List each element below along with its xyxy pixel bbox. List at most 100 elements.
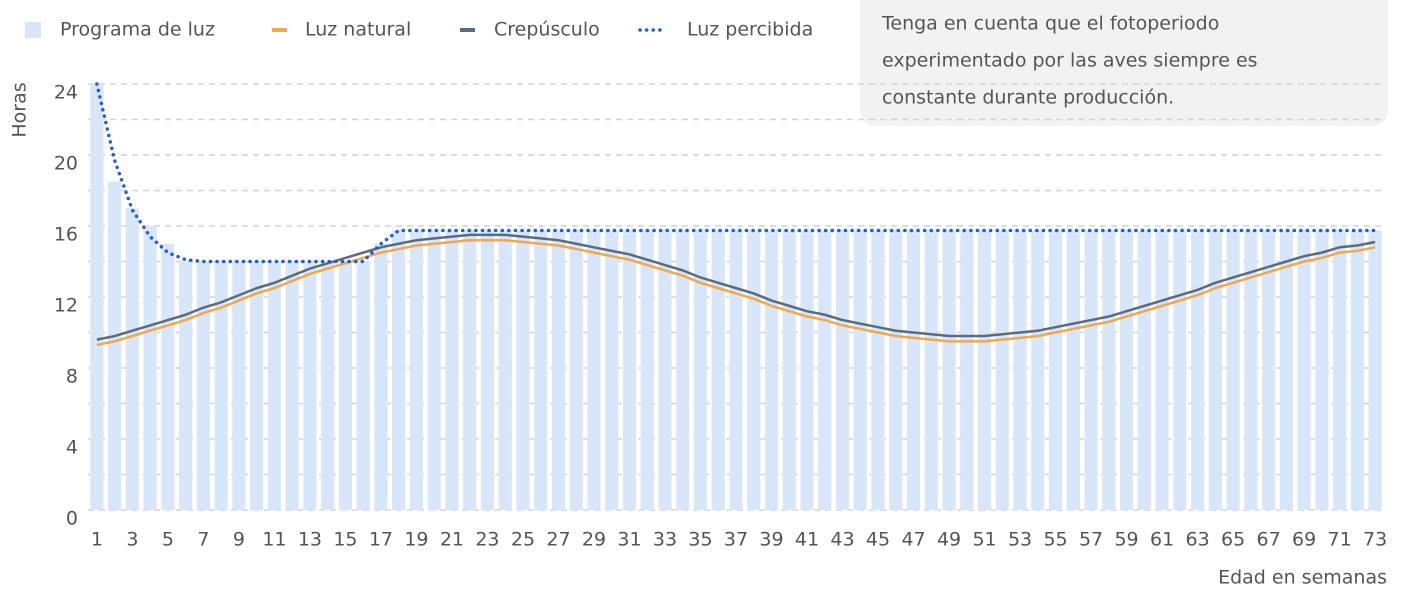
x-tick-label: 39 bbox=[759, 529, 783, 551]
x-tick-label: 23 bbox=[475, 529, 499, 551]
y-tick-label: 8 bbox=[66, 366, 78, 388]
bar bbox=[977, 230, 992, 510]
bar bbox=[1297, 230, 1311, 510]
x-tick-label: 47 bbox=[901, 529, 925, 551]
x-tick-label: 69 bbox=[1292, 529, 1316, 551]
bar bbox=[480, 230, 495, 510]
x-tick-label: 43 bbox=[830, 529, 854, 551]
x-tick-label: 13 bbox=[298, 529, 322, 551]
bar bbox=[1350, 230, 1364, 510]
bar bbox=[516, 230, 530, 510]
bar bbox=[534, 230, 548, 510]
x-tick-label: 35 bbox=[688, 529, 712, 551]
bar bbox=[818, 230, 832, 510]
bar bbox=[1120, 230, 1134, 510]
bar bbox=[605, 230, 619, 510]
x-tick-label: 61 bbox=[1150, 529, 1174, 551]
x-tick-label: 71 bbox=[1328, 529, 1352, 551]
annotation-text: experimentado por las aves siempre es bbox=[882, 50, 1258, 72]
x-tick-label: 17 bbox=[369, 529, 393, 551]
bar bbox=[1333, 230, 1347, 510]
bar bbox=[250, 261, 264, 510]
bar bbox=[1137, 230, 1151, 510]
x-tick-label: 31 bbox=[617, 529, 641, 551]
x-tick-label: 15 bbox=[333, 529, 357, 551]
bar bbox=[90, 84, 104, 510]
bar bbox=[587, 230, 601, 510]
bar bbox=[676, 230, 690, 510]
bar bbox=[1279, 230, 1293, 510]
x-tick-label: 21 bbox=[440, 529, 464, 551]
bar bbox=[321, 261, 335, 510]
bar bbox=[427, 230, 441, 510]
x-tick-label: 57 bbox=[1079, 529, 1103, 551]
bar bbox=[463, 230, 477, 510]
bar bbox=[338, 261, 352, 510]
bar bbox=[267, 261, 281, 510]
bar bbox=[445, 230, 459, 510]
x-tick-label: 27 bbox=[546, 529, 570, 551]
x-tick-label: 45 bbox=[866, 529, 890, 551]
annotation-box bbox=[860, 0, 1388, 126]
bar bbox=[640, 230, 654, 510]
bar bbox=[356, 261, 370, 510]
annotation-text: Tenga en cuenta que el fotoperiodo bbox=[881, 13, 1219, 35]
y-tick-label: 0 bbox=[66, 508, 78, 530]
x-tick-label: 25 bbox=[511, 529, 535, 551]
bar bbox=[232, 261, 246, 510]
y-tick-label: 12 bbox=[54, 295, 78, 317]
bar bbox=[1066, 230, 1080, 510]
bar bbox=[214, 261, 228, 510]
bar bbox=[161, 243, 175, 510]
legend-swatch bbox=[25, 22, 41, 38]
x-axis-title: Edad en semanas bbox=[1218, 567, 1387, 589]
annotation-text: constante durante producción. bbox=[882, 87, 1174, 109]
bar bbox=[622, 230, 637, 510]
line-solid bbox=[96, 238, 1376, 347]
line-solid bbox=[96, 233, 1376, 341]
y-tick-label: 20 bbox=[54, 153, 78, 175]
x-tick-label: 29 bbox=[582, 529, 606, 551]
x-tick-label: 67 bbox=[1257, 529, 1281, 551]
bar bbox=[1315, 230, 1329, 510]
bar bbox=[1244, 230, 1258, 510]
bar bbox=[1084, 230, 1098, 510]
x-tick-label: 59 bbox=[1114, 529, 1138, 551]
y-tick-label: 4 bbox=[66, 437, 78, 459]
x-tick-label: 3 bbox=[126, 529, 138, 551]
bar bbox=[658, 230, 672, 510]
x-tick-label: 37 bbox=[724, 529, 748, 551]
bar bbox=[303, 261, 317, 510]
bar bbox=[1208, 230, 1222, 510]
bar bbox=[1102, 230, 1116, 510]
x-tick-label: 41 bbox=[795, 529, 819, 551]
bar bbox=[1031, 230, 1045, 510]
x-tick-label: 5 bbox=[162, 529, 174, 551]
bar bbox=[906, 230, 921, 510]
bar bbox=[409, 230, 424, 510]
bar bbox=[569, 230, 583, 510]
x-tick-label: 19 bbox=[404, 529, 428, 551]
x-tick-label: 1 bbox=[91, 529, 103, 551]
bar bbox=[853, 230, 867, 510]
x-tick-label: 9 bbox=[233, 529, 245, 551]
x-tick-label: 7 bbox=[197, 529, 209, 551]
y-tick-label: 16 bbox=[54, 224, 78, 246]
bar bbox=[143, 226, 157, 510]
bar bbox=[1262, 230, 1276, 510]
bar bbox=[179, 261, 193, 510]
bar bbox=[835, 230, 850, 510]
legend-label: Luz percibida bbox=[687, 19, 813, 41]
bar bbox=[995, 230, 1009, 510]
bar bbox=[693, 230, 708, 510]
bar bbox=[551, 230, 566, 510]
bar bbox=[374, 243, 388, 510]
legend-label: Luz natural bbox=[305, 19, 411, 41]
bar bbox=[711, 230, 725, 510]
bar bbox=[125, 208, 139, 510]
bar bbox=[1155, 230, 1169, 510]
bar bbox=[960, 230, 974, 510]
bar bbox=[1048, 230, 1063, 510]
x-tick-label: 11 bbox=[262, 529, 286, 551]
